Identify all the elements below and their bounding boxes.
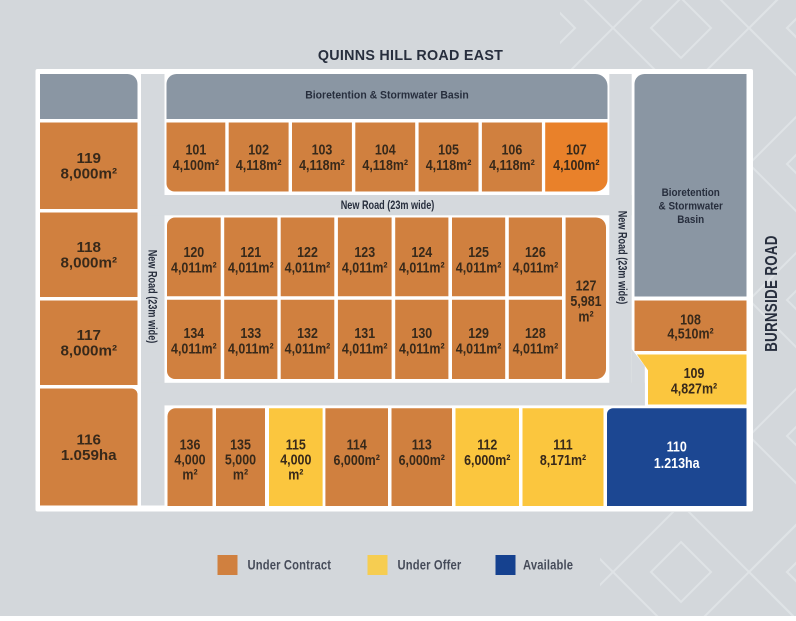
svg-text:131: 131 — [354, 324, 375, 341]
svg-text:5,981: 5,981 — [570, 292, 601, 309]
svg-text:119: 119 — [76, 150, 101, 167]
svg-text:108: 108 — [680, 310, 701, 327]
svg-text:Bioretention & Stormwater Basi: Bioretention & Stormwater Basin — [305, 89, 469, 101]
svg-text:BURNSIDE ROAD: BURNSIDE ROAD — [762, 235, 781, 351]
svg-text:QUINNS HILL ROAD EAST: QUINNS HILL ROAD EAST — [318, 48, 503, 64]
svg-text:8,000m²: 8,000m² — [60, 166, 117, 183]
svg-text:6,000m²: 6,000m² — [399, 451, 446, 468]
svg-text:105: 105 — [438, 140, 459, 157]
svg-text:Under Contract: Under Contract — [248, 557, 332, 572]
svg-text:4,011m²: 4,011m² — [228, 258, 274, 275]
svg-text:109: 109 — [684, 364, 705, 381]
svg-text:4,011m²: 4,011m² — [171, 339, 217, 356]
svg-text:112: 112 — [477, 435, 497, 452]
svg-text:4,011m²: 4,011m² — [399, 339, 445, 356]
svg-text:New Road (23m wide): New Road (23m wide) — [145, 250, 159, 344]
svg-text:4,118m²: 4,118m² — [426, 156, 472, 173]
svg-text:4,011m²: 4,011m² — [399, 258, 445, 275]
svg-text:New Road (23m wide): New Road (23m wide) — [615, 211, 629, 305]
svg-text:120: 120 — [183, 243, 204, 260]
svg-text:6,000m²: 6,000m² — [464, 451, 511, 468]
svg-text:107: 107 — [566, 140, 587, 157]
svg-text:4,011m²: 4,011m² — [456, 339, 502, 356]
svg-text:4,000: 4,000 — [280, 450, 311, 467]
svg-text:127: 127 — [576, 276, 597, 293]
svg-text:m²: m² — [288, 465, 304, 482]
svg-text:132: 132 — [297, 324, 318, 341]
svg-text:130: 130 — [411, 324, 432, 341]
svg-text:6,000m²: 6,000m² — [334, 451, 381, 468]
svg-text:134: 134 — [183, 324, 204, 341]
svg-text:101: 101 — [186, 140, 207, 157]
svg-text:135: 135 — [230, 435, 251, 452]
svg-text:Bioretention: Bioretention — [662, 188, 720, 200]
svg-text:New Road (23m wide): New Road (23m wide) — [341, 199, 435, 213]
svg-text:125: 125 — [468, 243, 489, 260]
svg-text:128: 128 — [525, 324, 546, 341]
svg-text:126: 126 — [525, 243, 546, 260]
svg-text:4,011m²: 4,011m² — [285, 258, 331, 275]
svg-text:4,011m²: 4,011m² — [285, 339, 331, 356]
svg-text:118: 118 — [76, 239, 101, 256]
svg-text:Under Offer: Under Offer — [398, 557, 462, 572]
svg-text:m²: m² — [233, 465, 249, 482]
svg-text:4,827m²: 4,827m² — [671, 379, 718, 396]
svg-text:4,118m²: 4,118m² — [236, 156, 282, 173]
svg-text:106: 106 — [502, 140, 523, 157]
svg-text:123: 123 — [354, 243, 375, 260]
svg-text:124: 124 — [411, 243, 432, 260]
svg-text:5,000: 5,000 — [225, 450, 256, 467]
svg-text:122: 122 — [297, 243, 318, 260]
svg-text:104: 104 — [375, 140, 396, 157]
svg-text:117: 117 — [76, 327, 101, 344]
svg-text:4,011m²: 4,011m² — [513, 339, 559, 356]
svg-text:115: 115 — [286, 435, 306, 452]
svg-text:4,011m²: 4,011m² — [342, 258, 388, 275]
svg-text:8,171m²: 8,171m² — [540, 451, 587, 468]
svg-text:4,118m²: 4,118m² — [299, 156, 345, 173]
svg-text:1.059ha: 1.059ha — [61, 447, 117, 464]
svg-text:4,011m²: 4,011m² — [456, 258, 502, 275]
svg-text:111: 111 — [553, 435, 573, 452]
svg-text:4,118m²: 4,118m² — [489, 156, 535, 173]
svg-text:133: 133 — [240, 324, 261, 341]
svg-text:4,510m²: 4,510m² — [667, 324, 714, 341]
svg-text:136: 136 — [180, 435, 201, 452]
svg-text:110: 110 — [667, 437, 687, 454]
svg-text:4,100m²: 4,100m² — [553, 156, 600, 173]
svg-text:4,011m²: 4,011m² — [171, 258, 217, 275]
svg-text:m²: m² — [182, 465, 198, 482]
svg-text:8,000m²: 8,000m² — [60, 255, 117, 272]
svg-text:& Stormwater: & Stormwater — [659, 201, 723, 213]
svg-text:4,000: 4,000 — [174, 450, 205, 467]
svg-text:116: 116 — [76, 431, 101, 448]
svg-text:8,000m²: 8,000m² — [60, 343, 117, 360]
svg-text:113: 113 — [412, 435, 432, 452]
svg-text:Basin: Basin — [677, 215, 704, 227]
svg-text:4,011m²: 4,011m² — [228, 339, 274, 356]
svg-text:m²: m² — [578, 307, 594, 324]
svg-text:Available: Available — [523, 557, 573, 572]
svg-text:1.213ha: 1.213ha — [654, 454, 700, 471]
svg-text:4,100m²: 4,100m² — [173, 156, 220, 173]
svg-text:121: 121 — [240, 243, 261, 260]
svg-text:4,011m²: 4,011m² — [342, 339, 388, 356]
svg-text:102: 102 — [248, 140, 269, 157]
svg-text:129: 129 — [468, 324, 489, 341]
svg-text:4,011m²: 4,011m² — [513, 258, 559, 275]
svg-text:4,118m²: 4,118m² — [362, 156, 408, 173]
svg-text:114: 114 — [347, 435, 367, 452]
svg-text:103: 103 — [312, 140, 333, 157]
